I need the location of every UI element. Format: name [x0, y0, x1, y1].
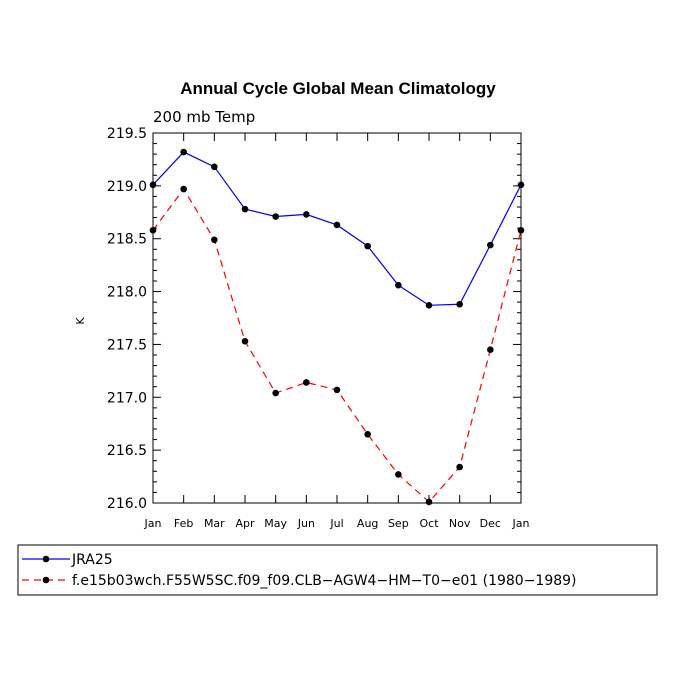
chart-subtitle: 200 mb Temp	[153, 108, 255, 126]
series-0-point	[272, 213, 279, 220]
y-tick-label: 218.5	[107, 232, 147, 248]
series-0-point	[425, 302, 433, 309]
x-tick-label: Sep	[388, 517, 409, 530]
plot-frame	[152, 132, 522, 504]
series-0-point	[395, 281, 402, 289]
y-axis: 216.0 216.5 217.0 217.5 218.0 218.5 219.0 219.5	[107, 126, 521, 512]
series-layer	[149, 148, 525, 506]
series-1-point	[487, 346, 494, 354]
series-1-point	[211, 236, 218, 244]
legend: JRA25 f.e15b03wch.F55W5SC.f09_f09.CLB−AGW…	[17, 544, 658, 596]
chart-title: Annual Cycle Global Mean Climatology	[180, 79, 496, 98]
series-0-point	[303, 211, 310, 218]
x-tick-label: Nov	[449, 517, 471, 530]
series-1-point	[364, 430, 371, 438]
legend-marker-1	[42, 576, 50, 584]
y-tick-label: 216.0	[107, 496, 147, 512]
series-0-point	[180, 148, 187, 156]
series-1-point	[517, 226, 525, 234]
series-1-point	[303, 379, 310, 386]
legend-frame	[17, 544, 658, 596]
series-0-point	[149, 181, 157, 189]
legend-label-1: f.e15b03wch.F55W5SC.f09_f09.CLB−AGW4−HM−…	[72, 573, 577, 589]
x-tick-label: Oct	[419, 517, 439, 530]
x-tick-label: Jun	[297, 517, 315, 530]
x-axis: Jan Feb Mar Apr May Jun Jul Aug Sep Oct Nov Dec Jan	[144, 133, 530, 530]
y-tick-label: 219.0	[107, 179, 147, 195]
y-tick-label: 217.0	[107, 390, 147, 406]
x-tick-label: Dec	[480, 517, 501, 530]
series-0-point	[487, 241, 494, 249]
x-tick-label: Jul	[329, 517, 343, 530]
x-tick-label: Aug	[357, 517, 378, 530]
legend-marker-0	[42, 555, 50, 563]
legend-label-0: JRA25	[71, 552, 113, 568]
series-1-point	[180, 185, 187, 193]
x-tick-label: Feb	[174, 517, 193, 530]
x-tick-label: Jan	[144, 517, 162, 530]
y-axis-label: K	[74, 317, 87, 325]
y-tick-label: 219.5	[107, 126, 147, 142]
series-1-point	[272, 389, 279, 397]
series-0-point	[241, 205, 249, 213]
series-0-point	[211, 163, 218, 171]
series-line-1	[152, 187, 522, 503]
series-0-point	[517, 181, 525, 189]
series-0-point	[333, 221, 341, 229]
series-1-point	[149, 226, 157, 234]
series-1-point	[456, 463, 463, 471]
x-tick-label: Apr	[235, 517, 255, 530]
y-tick-label: 218.0	[107, 285, 147, 301]
series-1-point	[425, 498, 433, 506]
series-1-point	[395, 471, 402, 478]
x-tick-label: Jan	[512, 517, 530, 530]
series-0-point	[364, 242, 371, 250]
series-1-point	[241, 337, 249, 345]
y-tick-label: 217.5	[107, 337, 147, 353]
x-tick-label: Mar	[204, 517, 225, 530]
series-1-point	[333, 386, 341, 394]
x-tick-label: May	[264, 517, 287, 530]
series-0-point	[456, 300, 463, 308]
y-tick-label: 216.5	[107, 443, 147, 459]
